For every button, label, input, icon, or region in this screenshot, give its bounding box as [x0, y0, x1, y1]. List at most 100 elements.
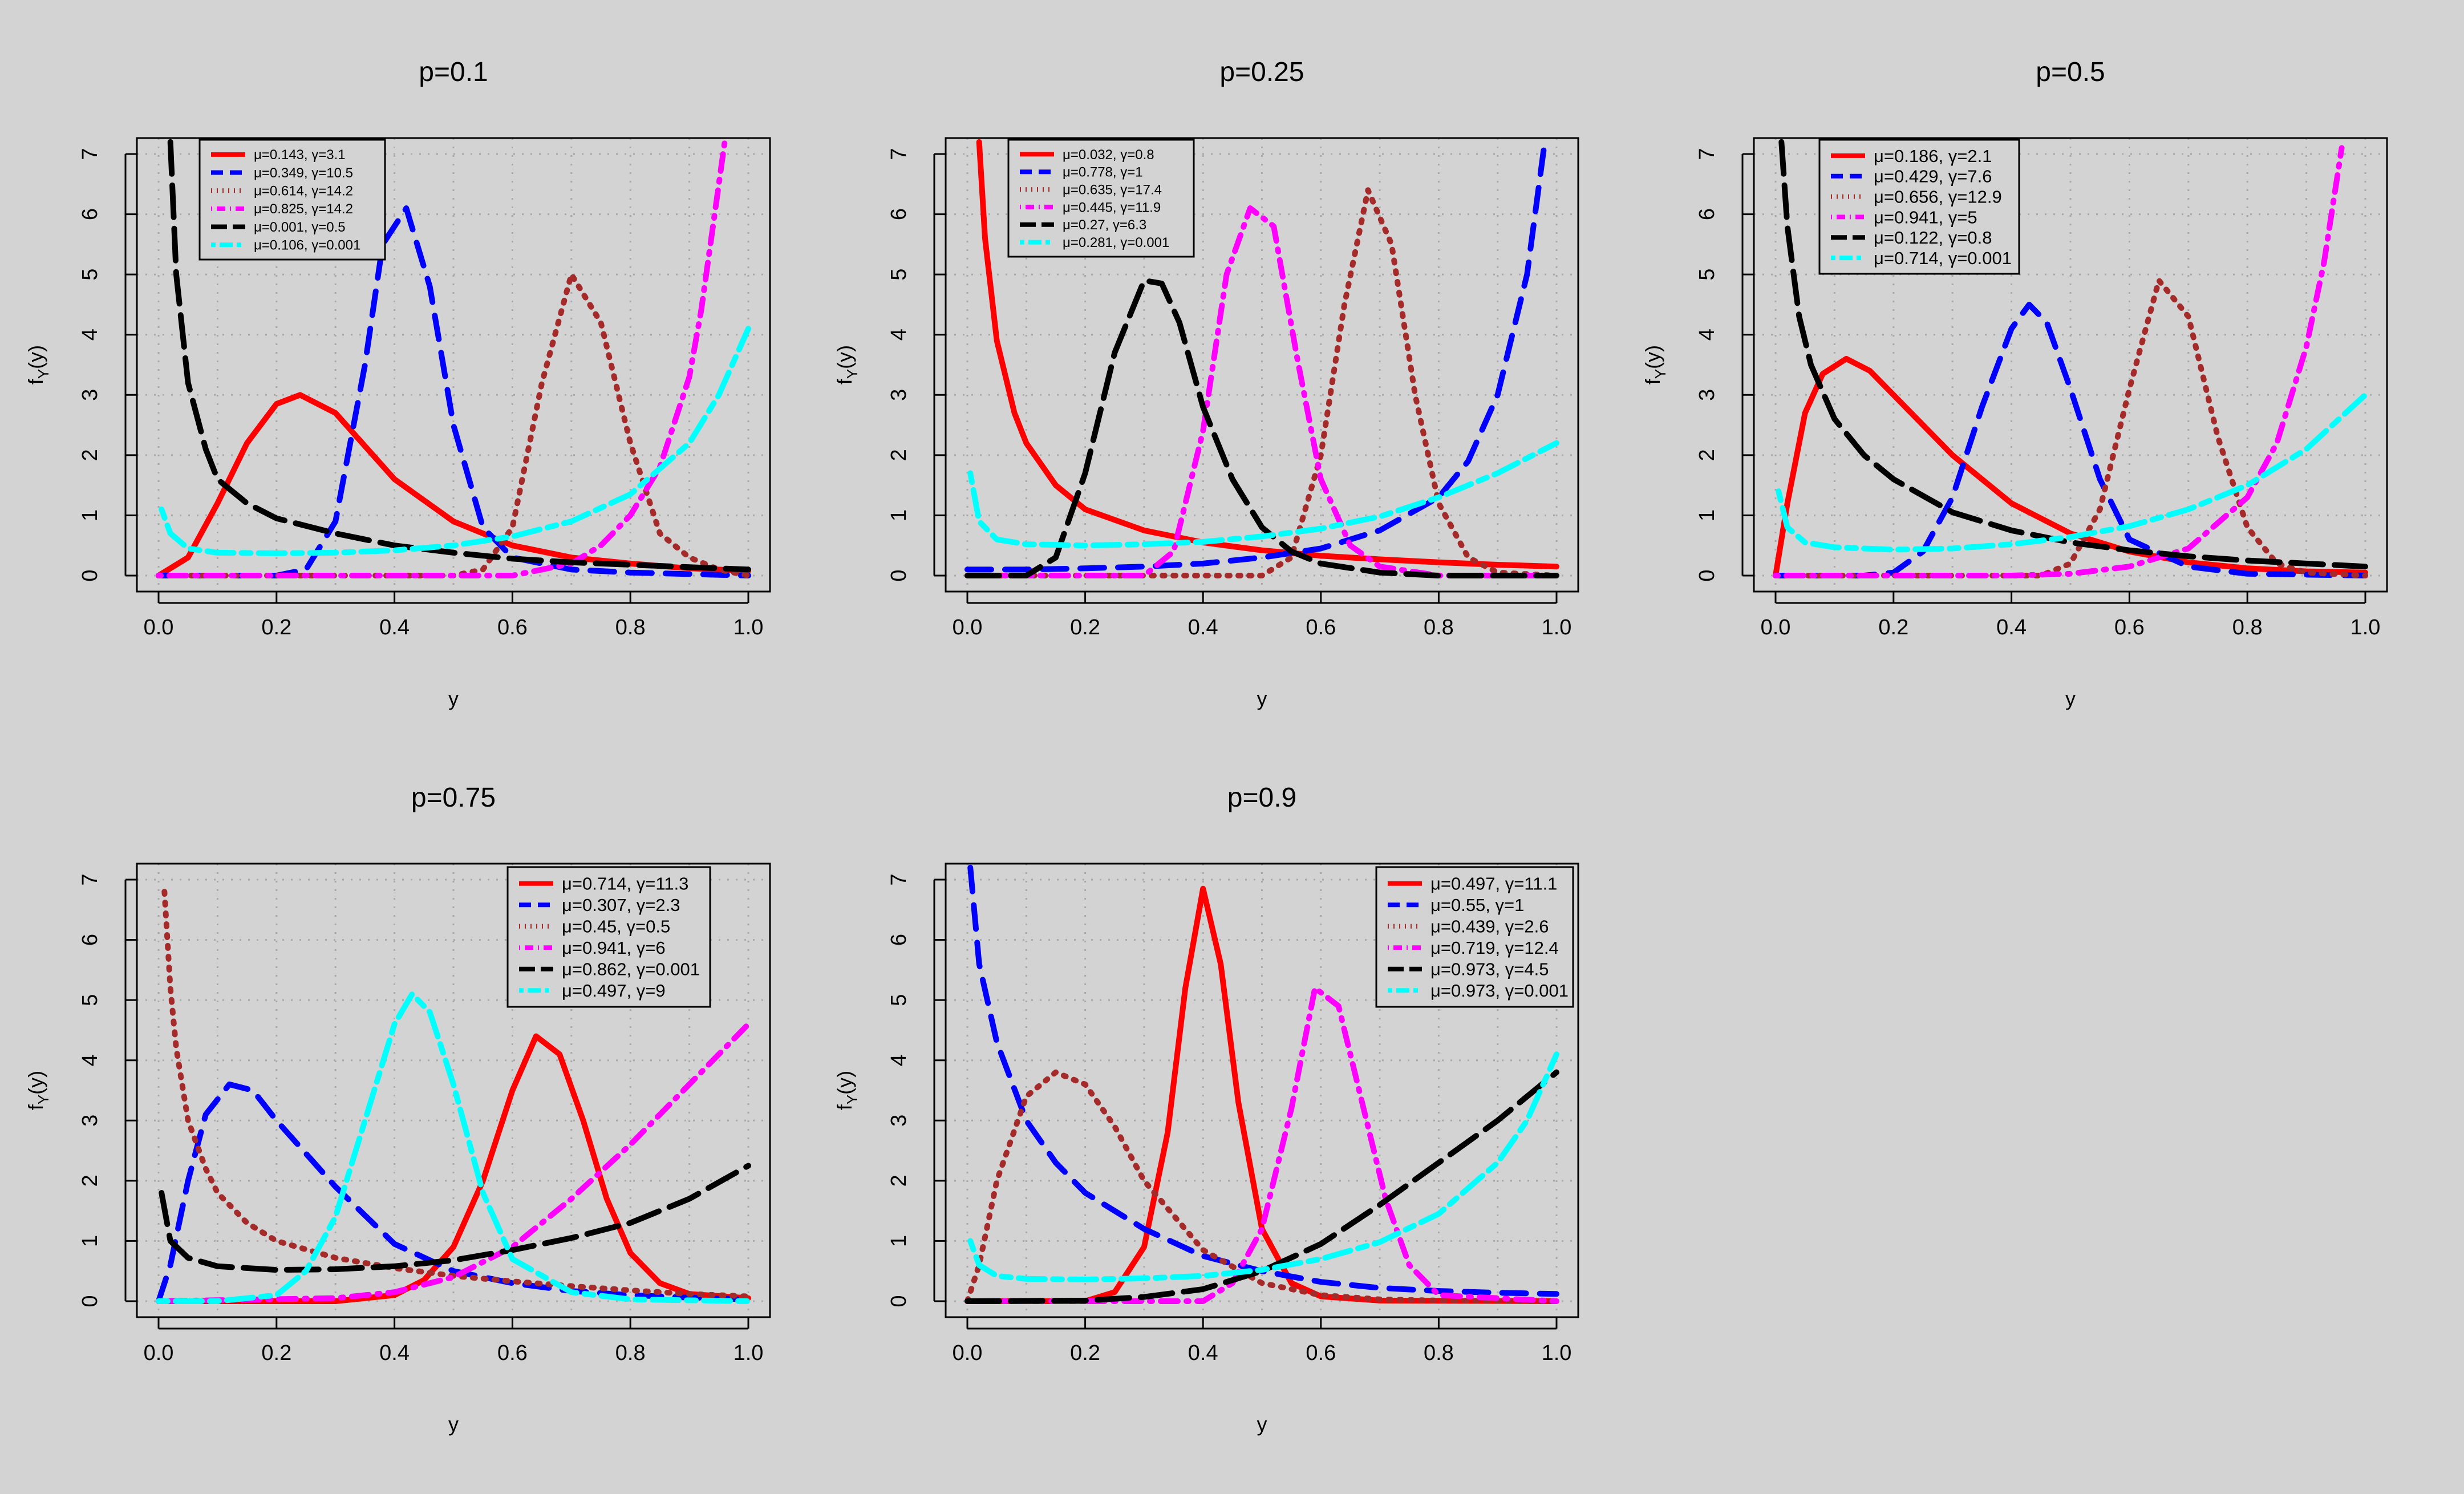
y-tick-label: 2 [1695, 449, 1719, 461]
series-line [1773, 277, 2368, 578]
y-tick-label: 0 [887, 1295, 911, 1307]
legend-label-gamma: γ=0.001 [1120, 235, 1169, 250]
series-line [964, 1069, 1559, 1304]
legend-label-mu: μ=0.862, [562, 959, 637, 979]
y-tick-label: 0 [78, 569, 102, 581]
legend-label-gamma: γ=0.5 [627, 917, 671, 937]
chart-title: p=0.75 [411, 783, 496, 813]
legend-label-mu: μ=0.778, [1063, 165, 1120, 180]
series-line [156, 272, 751, 578]
y-axis-label-main: f [24, 1104, 47, 1110]
legend-label-mu: μ=0.635, [1063, 182, 1120, 197]
legend-label: μ=0.429, γ=7.6 [1874, 167, 1992, 187]
legend-label-mu: μ=0.439, [1430, 917, 1505, 937]
x-tick-label: 0.2 [1070, 1341, 1100, 1365]
legend-label: μ=0.27, γ=6.3 [1063, 217, 1146, 233]
y-axis-label: fY(y) [24, 345, 52, 384]
legend-label-gamma: γ=2.3 [637, 895, 680, 915]
legend-box [1375, 866, 1574, 1008]
legend-box [1818, 139, 2020, 275]
legend-box [1007, 139, 1195, 258]
legend-label-mu: μ=0.27, [1063, 217, 1113, 233]
chart-title: p=0.25 [1219, 57, 1304, 87]
y-tick-label: 6 [78, 208, 102, 220]
panel: 0.0 0.2 0.4 0.6 0.8 1.0 0 1 2 3 4 5 6 7 p=0.1 y fY(y) μ=0… [24, 57, 771, 710]
chart-title: p=0.1 [419, 57, 488, 87]
series-line [159, 1163, 751, 1273]
legend-label: μ=0.614, γ=14.2 [254, 184, 353, 199]
series-line [964, 985, 1559, 1304]
plot-border [945, 863, 1579, 1318]
legend-label-gamma: γ=11.3 [637, 874, 689, 894]
legend-label-gamma: γ=4.5 [1505, 959, 1549, 979]
legend-label: μ=0.941, γ=6 [562, 938, 666, 958]
legend-label-mu: μ=0.349, [254, 165, 311, 181]
x-tick-label: 0.8 [1424, 1341, 1454, 1365]
legend-label: μ=0.106, γ=0.001 [254, 238, 360, 253]
legend-label: μ=0.55, γ=1 [1430, 895, 1524, 915]
legend-label-gamma: γ=6 [637, 938, 666, 958]
x-tick-label: 0.4 [379, 616, 410, 639]
y-axis-label-tail: (y) [1641, 345, 1664, 369]
legend-label-mu: μ=0.122, [1874, 228, 1948, 248]
legend: μ=0.032, γ=0.8μ=0.778, γ=1μ=0.635, γ=17.… [1007, 139, 1195, 258]
x-axis-label: y [448, 1412, 459, 1436]
legend-label-gamma: γ=0.001 [1505, 981, 1569, 1001]
series-line [156, 1081, 751, 1304]
plot-border [136, 863, 771, 1318]
x-tick-label: 0.2 [1070, 616, 1100, 639]
legend-label-mu: μ=0.281, [1063, 235, 1120, 250]
y-tick-label: 5 [887, 994, 911, 1006]
legend-label: μ=0.439, γ=2.6 [1430, 917, 1549, 937]
legend-label: μ=0.656, γ=12.9 [1874, 187, 2002, 207]
panel: 0.0 0.2 0.4 0.6 0.8 1.0 0 1 2 3 4 5 6 7 p=0.75 y fY(y) μ=… [24, 783, 771, 1436]
legend-label: μ=0.778, γ=1 [1063, 165, 1143, 180]
chart-title: p=0.9 [1227, 783, 1296, 813]
x-tick-label: 1.0 [1542, 1341, 1572, 1365]
legend-label-gamma: γ=1 [1120, 165, 1142, 180]
legend-label-mu: μ=0.429, [1874, 167, 1948, 187]
legend-label: μ=0.001, γ=0.5 [254, 220, 346, 235]
y-axis-label: fY(y) [833, 1071, 861, 1110]
y-tick-label: 1 [1695, 509, 1719, 521]
y-tick-label: 4 [78, 329, 102, 341]
legend-label-gamma: γ=14.2 [311, 184, 353, 199]
series-line [967, 440, 1559, 549]
y-tick-label: 5 [78, 994, 102, 1006]
legend-label-gamma: γ=0.8 [1948, 228, 1992, 248]
legend-label-mu: μ=0.497, [562, 981, 637, 1001]
legend-label-mu: μ=0.55, [1430, 895, 1496, 915]
legend-label-gamma: γ=12.4 [1505, 938, 1559, 958]
series-line [964, 139, 1548, 573]
y-tick-label: 7 [1695, 148, 1719, 160]
legend-label-mu: μ=0.973, [1430, 981, 1505, 1001]
series-line [964, 187, 1559, 578]
legend-label: μ=0.45, γ=0.5 [562, 917, 670, 937]
y-tick-label: 7 [78, 873, 102, 885]
x-tick-label: 1.0 [733, 1341, 764, 1365]
x-tick-label: 1.0 [1542, 616, 1572, 639]
x-axis-label: y [448, 687, 459, 710]
x-tick-label: 0.8 [615, 1341, 646, 1365]
legend-label-mu: μ=0.445, [1063, 200, 1120, 215]
panel: 0.0 0.2 0.4 0.6 0.8 1.0 0 1 2 3 4 5 6 7 p=0.25 y fY(y) μ=… [833, 57, 1579, 710]
legend-label: μ=0.307, γ=2.3 [562, 895, 680, 915]
legend-label: μ=0.497, γ=9 [562, 981, 666, 1001]
x-tick-label: 0.6 [497, 1341, 528, 1365]
y-tick-label: 4 [887, 329, 911, 341]
y-tick-label: 6 [887, 934, 911, 946]
x-tick-label: 0.0 [1761, 616, 1791, 639]
x-tick-label: 0.0 [144, 616, 174, 639]
x-tick-label: 0.0 [953, 616, 983, 639]
legend-label: μ=0.497, γ=11.1 [1430, 874, 1557, 894]
x-tick-label: 0.6 [1306, 1341, 1336, 1365]
legend-label: μ=0.825, γ=14.2 [254, 201, 353, 217]
legend-label-gamma: γ=0.001 [637, 959, 700, 979]
series-line [964, 1069, 1559, 1304]
x-axis-label: y [2065, 687, 2076, 710]
legend-label-mu: μ=0.941, [562, 938, 637, 958]
series-line [964, 205, 1559, 578]
y-axis-label-main: f [24, 378, 47, 384]
legend: μ=0.714, γ=11.3μ=0.307, γ=2.3μ=0.45, γ=0… [506, 866, 711, 1008]
legend-label-mu: μ=0.714, [1874, 248, 1948, 268]
